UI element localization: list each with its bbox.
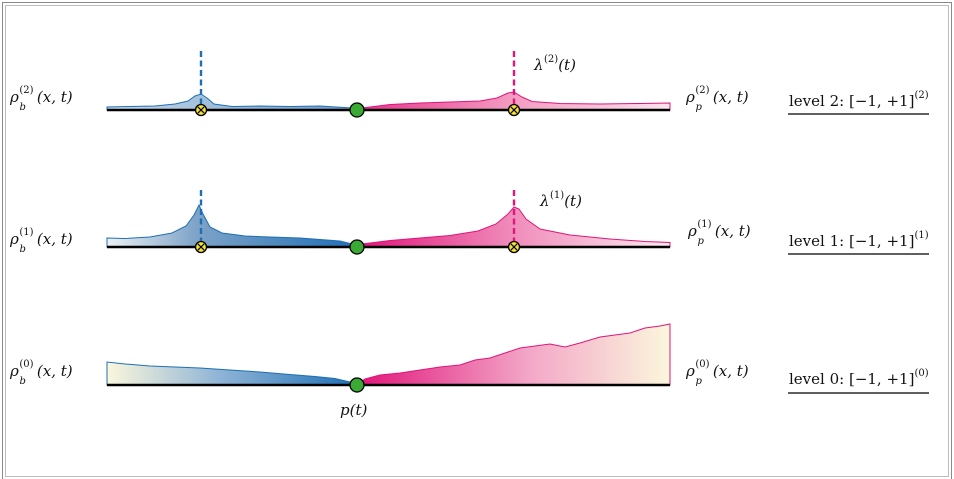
ask-density-level-1 (355, 206, 671, 248)
price-dot-level-2 (349, 102, 365, 118)
bid-marker-level-1 (194, 240, 208, 254)
bid-density-level-2 (106, 93, 358, 111)
lambda-label-level-2: λ(2)(t) (533, 54, 576, 74)
rho-p-label-level-1: ρ(1) p(x, t) (687, 219, 751, 247)
level-0-row: p(t) ρ(0) b(x, t) ρ(0) p(x, t) level 0: [−… (9, 323, 929, 419)
bid-density-level-1 (106, 203, 359, 248)
level-1-row: ρ(1) b(x, t) λ(1)(t) ρ(1) p(x, t) level 1:… (9, 190, 929, 255)
price-dot-level-1 (349, 239, 365, 255)
level-2-row: ρ(2) b(x, t) λ(2)(t) ρ(2) p(x, t) level 2:… (9, 51, 929, 118)
rho-b-label-level-2: ρ(2) b(x, t) (9, 85, 73, 113)
ask-density-level-0 (355, 323, 671, 386)
rho-b-label-level-0: ρ(0) b(x, t) (9, 359, 73, 387)
ask-marker-level-2 (507, 103, 521, 117)
rho-p-label-level-2: ρ(2) p(x, t) (685, 85, 749, 113)
bid-marker-level-2 (194, 103, 208, 117)
ask-marker-level-1 (507, 240, 521, 254)
rho-b-label-level-1: ρ(1) b(x, t) (9, 227, 73, 255)
lambda-label-level-1: λ(1)(t) (539, 190, 582, 210)
level-label-level-1: level 1: [−1, +1](1) (789, 230, 929, 250)
level-label-level-2: level 2: [−1, +1](2) (789, 90, 929, 110)
price-dot-level-0 (349, 377, 365, 393)
rho-p-label-level-0: ρ(0) p(x, t) (685, 359, 749, 387)
bid-density-level-0 (106, 361, 358, 386)
price-label: p(t) (340, 401, 367, 419)
level-label-level-0: level 0: [−1, +1](0) (789, 368, 929, 388)
